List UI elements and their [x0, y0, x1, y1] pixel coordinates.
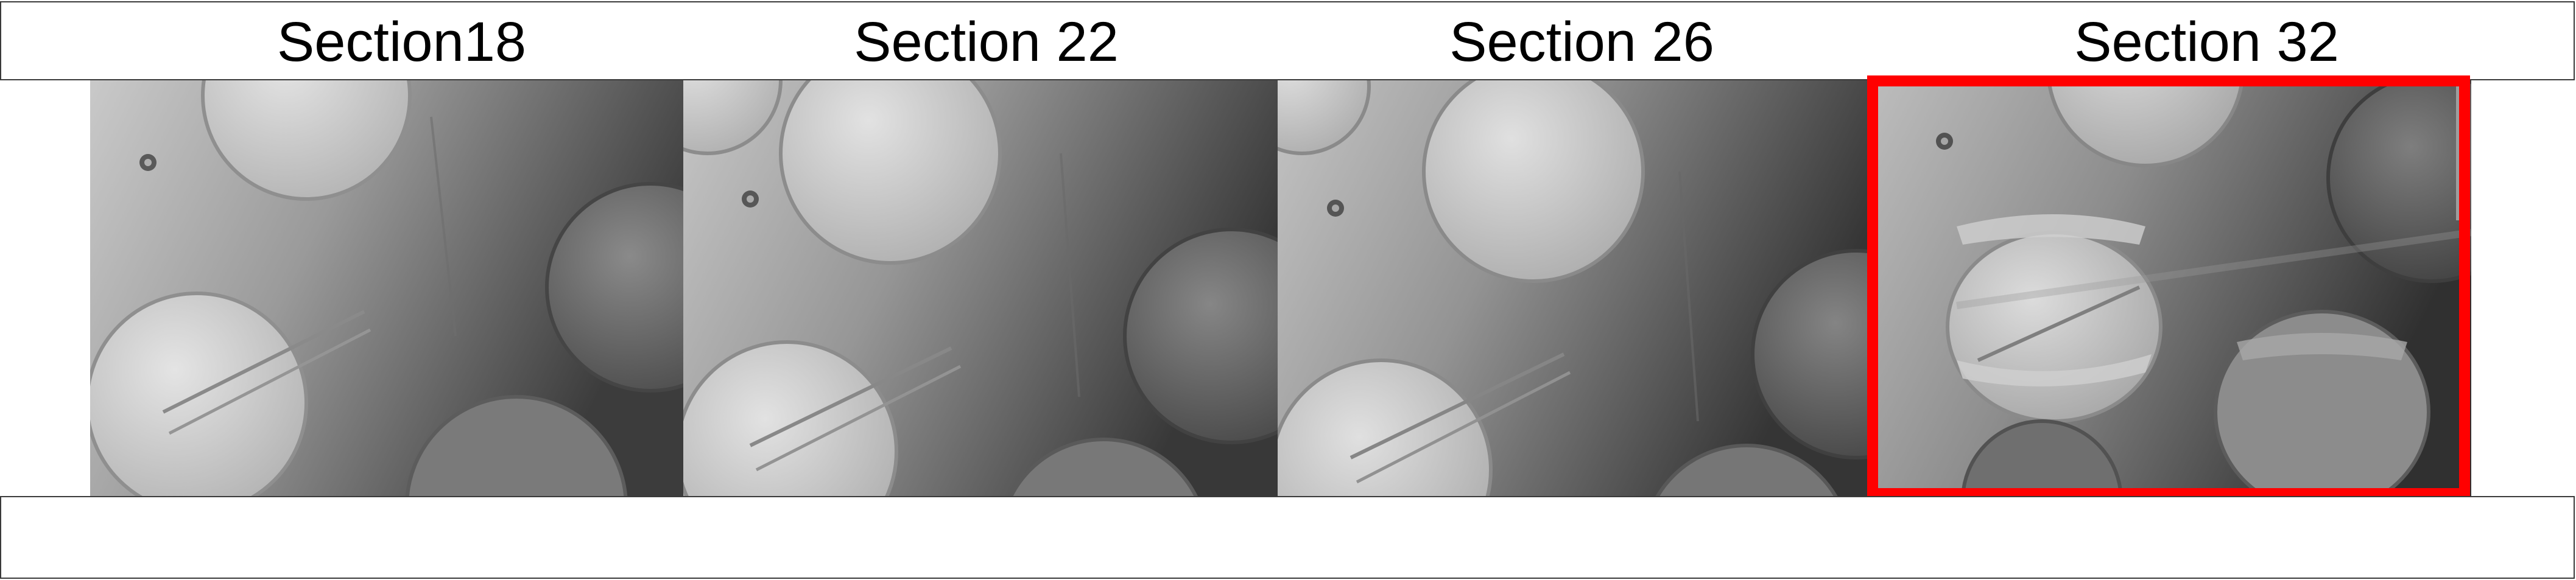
- panel-label-section-22: Section 22: [854, 11, 1119, 73]
- micrograph-section-32: [1871, 80, 2471, 496]
- micrograph-section-26: [1278, 80, 1871, 496]
- footer-band: [0, 496, 2575, 579]
- micrograph-section-22: [683, 80, 1278, 496]
- header-band: [0, 1, 2575, 80]
- panel-label-section-26: Section 26: [1449, 11, 1714, 73]
- panel-label-section-18: Section18: [276, 11, 527, 73]
- panel-label-section-32: Section 32: [2074, 11, 2339, 73]
- micrograph-section-18: [90, 80, 683, 496]
